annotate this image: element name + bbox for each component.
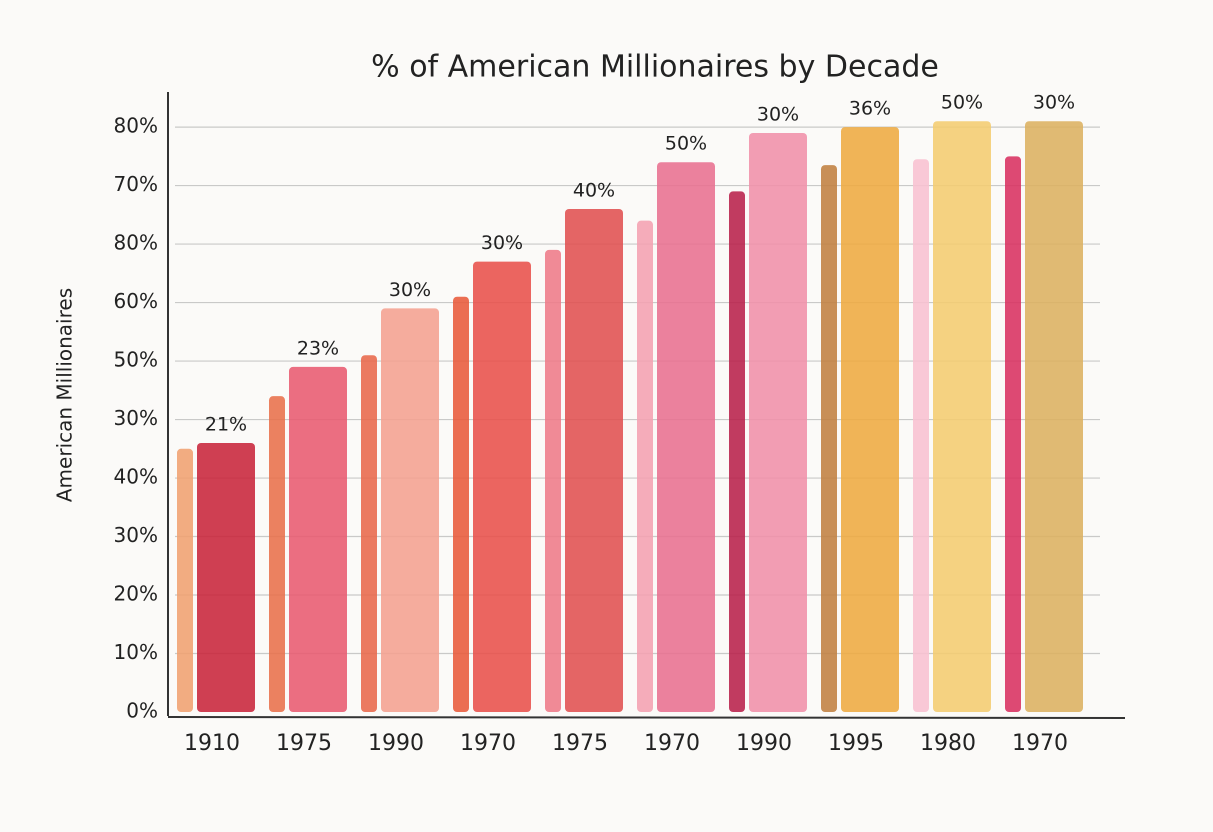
bar-annotation: 21% bbox=[205, 413, 247, 435]
bar bbox=[933, 121, 991, 712]
y-axis-label: American Millionaires bbox=[53, 288, 77, 502]
bar bbox=[197, 442, 255, 712]
bar-annotation: 50% bbox=[941, 92, 983, 114]
bar bbox=[361, 355, 377, 712]
bar bbox=[473, 261, 531, 712]
y-tick-label: 40% bbox=[114, 465, 158, 489]
y-tick-label: 0% bbox=[126, 699, 158, 723]
bar bbox=[913, 159, 929, 712]
x-tick-label: 1910 bbox=[184, 731, 240, 756]
y-tick-label: 30% bbox=[114, 406, 158, 430]
bar bbox=[381, 308, 439, 712]
y-tick-label: 60% bbox=[114, 289, 158, 313]
bar-annotation: 30% bbox=[757, 103, 799, 125]
bar bbox=[565, 208, 623, 712]
x-tick-label: 1995 bbox=[828, 731, 884, 756]
y-tick-label: 20% bbox=[114, 582, 158, 606]
chart-title: % of American Millionaires by Decade bbox=[371, 50, 939, 85]
bar bbox=[841, 127, 899, 712]
bar bbox=[545, 249, 561, 712]
bar-annotation: 23% bbox=[297, 337, 339, 359]
bar-annotation: 30% bbox=[389, 279, 431, 301]
bar bbox=[1005, 156, 1021, 713]
x-tick-label: 1975 bbox=[276, 731, 332, 756]
y-tick-label: 50% bbox=[114, 348, 158, 372]
bar-annotation: 36% bbox=[849, 98, 891, 120]
bar bbox=[453, 296, 469, 712]
bar bbox=[269, 396, 285, 712]
x-tick-label: 1990 bbox=[368, 731, 424, 756]
x-tick-label: 1970 bbox=[644, 731, 700, 756]
y-tick-label: 70% bbox=[114, 172, 158, 196]
bar bbox=[289, 366, 347, 712]
y-tick-label: 10% bbox=[114, 640, 158, 664]
y-tick-label: 80% bbox=[114, 231, 158, 255]
x-axis bbox=[167, 716, 1126, 719]
bar bbox=[729, 191, 745, 712]
bar bbox=[657, 162, 715, 713]
x-tick-label: 1980 bbox=[920, 731, 976, 756]
bar-annotation: 40% bbox=[573, 179, 615, 201]
bar-annotation: 30% bbox=[481, 232, 523, 254]
y-tick-label: 80% bbox=[114, 114, 158, 138]
x-tick-label: 1975 bbox=[552, 731, 608, 756]
bar-annotation: 30% bbox=[1033, 92, 1075, 114]
bar bbox=[637, 220, 653, 712]
y-tick-label: 30% bbox=[114, 523, 158, 547]
bar bbox=[1025, 121, 1083, 712]
x-tick-label: 1970 bbox=[1012, 731, 1068, 756]
x-tick-label: 1970 bbox=[460, 731, 516, 756]
bar bbox=[177, 448, 193, 712]
x-tick-label: 1990 bbox=[736, 731, 792, 756]
bar-annotation: 50% bbox=[665, 133, 707, 155]
bar bbox=[749, 132, 807, 713]
bar bbox=[821, 165, 837, 712]
